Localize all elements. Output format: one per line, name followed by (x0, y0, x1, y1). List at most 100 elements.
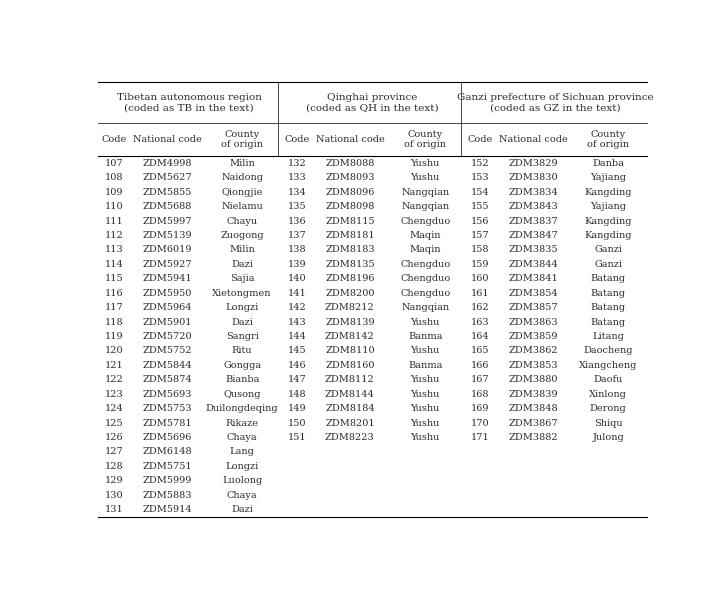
Text: ZDM8135: ZDM8135 (325, 260, 375, 269)
Text: ZDM3853: ZDM3853 (508, 361, 558, 370)
Text: 128: 128 (105, 462, 123, 471)
Text: Batang: Batang (591, 317, 626, 326)
Text: ZDM3829: ZDM3829 (508, 159, 558, 168)
Text: Nangqian: Nangqian (401, 303, 449, 312)
Text: Chengduo: Chengduo (400, 260, 450, 269)
Text: 146: 146 (287, 361, 306, 370)
Text: 136: 136 (287, 217, 306, 225)
Text: ZDM5927: ZDM5927 (142, 260, 192, 269)
Text: Naidong: Naidong (221, 173, 263, 182)
Text: Ganzi: Ganzi (595, 245, 622, 254)
Text: 153: 153 (470, 173, 489, 182)
Text: 131: 131 (105, 505, 123, 514)
Text: Yushu: Yushu (410, 433, 440, 442)
Text: ZDM5720: ZDM5720 (142, 332, 192, 341)
Text: ZDM3844: ZDM3844 (508, 260, 558, 269)
Text: ZDM3880: ZDM3880 (508, 375, 558, 384)
Text: Xinlong: Xinlong (590, 390, 627, 399)
Text: Ganzi prefecture of Sichuan province
(coded as GZ in the text): Ganzi prefecture of Sichuan province (co… (457, 93, 653, 113)
Text: Nangqian: Nangqian (401, 188, 449, 196)
Text: Dazi: Dazi (232, 505, 253, 514)
Text: ZDM5901: ZDM5901 (142, 317, 192, 326)
Text: 147: 147 (287, 375, 306, 384)
Text: ZDM5693: ZDM5693 (142, 390, 192, 399)
Text: Chaya: Chaya (227, 491, 258, 500)
Text: 112: 112 (105, 231, 123, 240)
Text: 164: 164 (470, 332, 489, 341)
Text: ZDM3835: ZDM3835 (508, 245, 558, 254)
Text: Kangding: Kangding (584, 188, 632, 196)
Text: Xiangcheng: Xiangcheng (579, 361, 637, 370)
Text: ZDM8139: ZDM8139 (325, 317, 375, 326)
Text: ZDM5941: ZDM5941 (142, 274, 192, 283)
Text: 133: 133 (287, 173, 306, 182)
Text: Yushu: Yushu (410, 159, 440, 168)
Text: Batang: Batang (591, 303, 626, 312)
Text: Kangding: Kangding (584, 217, 632, 225)
Text: County
of origin: County of origin (221, 130, 263, 149)
Text: Chaya: Chaya (227, 433, 258, 442)
Text: Litang: Litang (592, 332, 624, 341)
Text: Batang: Batang (591, 289, 626, 298)
Text: 151: 151 (287, 433, 306, 442)
Text: 141: 141 (287, 289, 306, 298)
Text: ZDM8160: ZDM8160 (325, 361, 375, 370)
Text: ZDM8212: ZDM8212 (325, 303, 375, 312)
Text: Lang: Lang (229, 447, 255, 457)
Text: ZDM8115: ZDM8115 (325, 217, 375, 225)
Text: Julong: Julong (592, 433, 624, 442)
Text: ZDM5751: ZDM5751 (142, 462, 192, 471)
Text: 138: 138 (287, 245, 306, 254)
Text: ZDM3834: ZDM3834 (508, 188, 558, 196)
Text: ZDM8223: ZDM8223 (325, 433, 375, 442)
Text: Qusong: Qusong (224, 390, 261, 399)
Text: 142: 142 (287, 303, 306, 312)
Text: Maqin: Maqin (409, 245, 441, 254)
Text: 170: 170 (470, 418, 489, 428)
Text: Longzi: Longzi (226, 303, 258, 312)
Text: 110: 110 (105, 202, 123, 211)
Text: National code: National code (499, 135, 567, 145)
Text: Chayu: Chayu (227, 217, 258, 225)
Text: 140: 140 (287, 274, 306, 283)
Text: ZDM8184: ZDM8184 (325, 404, 375, 413)
Text: 161: 161 (470, 289, 489, 298)
Text: ZDM3839: ZDM3839 (508, 390, 558, 399)
Text: ZDM8183: ZDM8183 (325, 245, 375, 254)
Text: 149: 149 (287, 404, 306, 413)
Text: 107: 107 (105, 159, 123, 168)
Text: 117: 117 (105, 303, 123, 312)
Text: Luolong: Luolong (222, 476, 262, 486)
Text: 121: 121 (105, 361, 123, 370)
Text: ZDM8196: ZDM8196 (325, 274, 375, 283)
Text: Zuogong: Zuogong (221, 231, 264, 240)
Text: Sangri: Sangri (226, 332, 258, 341)
Text: 134: 134 (287, 188, 306, 196)
Text: ZDM3843: ZDM3843 (508, 202, 558, 211)
Text: Chengduo: Chengduo (400, 289, 450, 298)
Text: 156: 156 (470, 217, 489, 225)
Text: 115: 115 (105, 274, 123, 283)
Text: Code: Code (101, 135, 126, 145)
Text: Yushu: Yushu (410, 375, 440, 384)
Text: Qinghai province
(coded as QH in the text): Qinghai province (coded as QH in the tex… (306, 93, 439, 113)
Text: 143: 143 (287, 317, 306, 326)
Text: ZDM8201: ZDM8201 (325, 418, 375, 428)
Text: Derong: Derong (590, 404, 627, 413)
Text: ZDM3859: ZDM3859 (508, 332, 558, 341)
Text: Maqin: Maqin (409, 231, 441, 240)
Text: Longzi: Longzi (226, 462, 258, 471)
Text: ZDM3847: ZDM3847 (508, 231, 558, 240)
Text: ZDM5781: ZDM5781 (142, 418, 192, 428)
Text: Ritu: Ritu (232, 346, 253, 355)
Text: ZDM8142: ZDM8142 (325, 332, 375, 341)
Text: ZDM3862: ZDM3862 (508, 346, 558, 355)
Text: ZDM8200: ZDM8200 (325, 289, 375, 298)
Text: 122: 122 (105, 375, 123, 384)
Text: Yushu: Yushu (410, 418, 440, 428)
Text: ZDM5855: ZDM5855 (142, 188, 192, 196)
Text: Code: Code (468, 135, 492, 145)
Text: 167: 167 (470, 375, 489, 384)
Text: 129: 129 (105, 476, 123, 486)
Text: 126: 126 (105, 433, 123, 442)
